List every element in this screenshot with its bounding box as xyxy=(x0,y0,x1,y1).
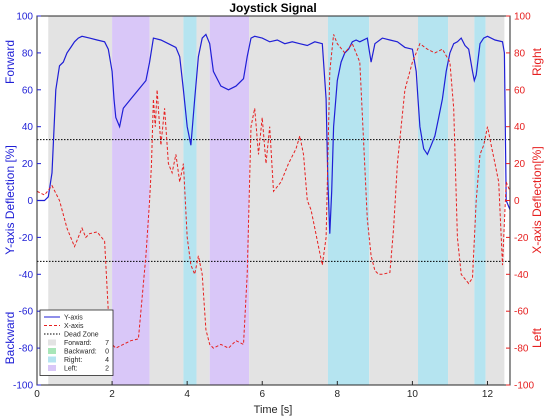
y-right-tick-label: 20 xyxy=(514,159,526,170)
legend-label: Left: xyxy=(64,366,78,373)
y-left-tick-label: 100 xyxy=(16,12,33,23)
region-forward xyxy=(149,16,184,385)
y-left-tick-label: 0 xyxy=(27,196,33,207)
region-forward xyxy=(485,16,505,385)
y-left-tick-label: -100 xyxy=(13,381,33,392)
y-left-tick-label: -60 xyxy=(19,307,34,318)
legend-count: 4 xyxy=(105,357,109,364)
y-axis-left: -100 -80 -60 -40 -20 0 20 40 60 80 100 xyxy=(13,12,41,392)
legend-label: X-axis xyxy=(64,323,84,330)
y-right-tick-label: -80 xyxy=(514,344,529,355)
y-right-tick-label: 100 xyxy=(514,12,531,23)
y-right-tick-label: -20 xyxy=(514,233,529,244)
legend-swatch-box xyxy=(48,339,56,346)
y-left-tick-label: 20 xyxy=(22,159,34,170)
legend-count: 2 xyxy=(105,366,109,373)
legend-swatch-box xyxy=(48,356,56,363)
x-tick-label: 0 xyxy=(34,389,40,400)
region-forward xyxy=(448,16,475,385)
y-left-tick-label: -80 xyxy=(19,344,34,355)
legend-swatch-box xyxy=(48,348,56,354)
y-right-tick-label: -100 xyxy=(514,381,534,392)
x-tick-label: 6 xyxy=(259,389,265,400)
region-forward xyxy=(249,16,328,385)
x-tick-label: 2 xyxy=(109,389,115,400)
x-tick-label: 8 xyxy=(335,389,341,400)
y-left-tick-label: -20 xyxy=(19,233,34,244)
region-right xyxy=(474,16,486,385)
region-right xyxy=(327,16,370,385)
y-axis-left-top-label: Forward xyxy=(3,40,17,84)
legend-label: Y-axis xyxy=(64,315,83,322)
dead-zone-layer xyxy=(37,139,510,262)
legend-count: 0 xyxy=(105,349,109,356)
legend-count: 7 xyxy=(105,340,109,347)
series-x-axis xyxy=(36,34,511,349)
y-right-tick-label: 40 xyxy=(514,122,526,133)
y-right-tick-label: 80 xyxy=(514,48,526,59)
region-left xyxy=(209,16,250,385)
y-right-tick-label: -60 xyxy=(514,307,529,318)
x-axis-label: Time [s] xyxy=(254,404,293,416)
y-axis-right: -100 -80 -60 -40 -20 0 20 40 60 80 100 xyxy=(506,12,534,392)
series-y-axis xyxy=(37,33,511,234)
y-axis-right-top-label: Right xyxy=(530,47,544,76)
x-tick-label: 12 xyxy=(482,389,494,400)
region-layer xyxy=(48,16,505,385)
y-left-tick-label: 40 xyxy=(22,122,34,133)
y-right-tick-label: 0 xyxy=(514,196,520,207)
y-axis-left-label: Y-axis Deflection [%] xyxy=(3,145,17,255)
legend-label: Right: xyxy=(64,357,82,364)
series-layer xyxy=(36,33,511,349)
region-right xyxy=(183,16,197,385)
y-right-tick-label: -40 xyxy=(514,270,529,281)
x-tick-label: 10 xyxy=(407,389,419,400)
region-left xyxy=(112,16,150,385)
y-left-tick-label: 60 xyxy=(22,85,34,96)
y-axis-left-bottom-label: Backward xyxy=(3,312,17,365)
y-right-tick-label: 60 xyxy=(514,85,526,96)
y-axis-right-bottom-label: Left xyxy=(530,327,544,348)
legend-label: Backward: xyxy=(64,349,97,356)
legend-label: Forward: xyxy=(64,340,92,347)
region-forward xyxy=(196,16,210,385)
legend-swatch-box xyxy=(48,365,56,371)
y-left-tick-label: -40 xyxy=(19,270,34,281)
region-forward xyxy=(369,16,419,385)
region-right xyxy=(418,16,449,385)
y-left-tick-label: 80 xyxy=(22,48,34,59)
x-tick-label: 4 xyxy=(184,389,190,400)
y-axis-right-label: X-axis Deflection[%] xyxy=(530,146,544,253)
legend-label: Dead Zone xyxy=(64,332,99,339)
x-axis: 0 2 4 6 8 10 12 xyxy=(34,381,493,400)
chart-title: Joystick Signal xyxy=(229,1,316,15)
